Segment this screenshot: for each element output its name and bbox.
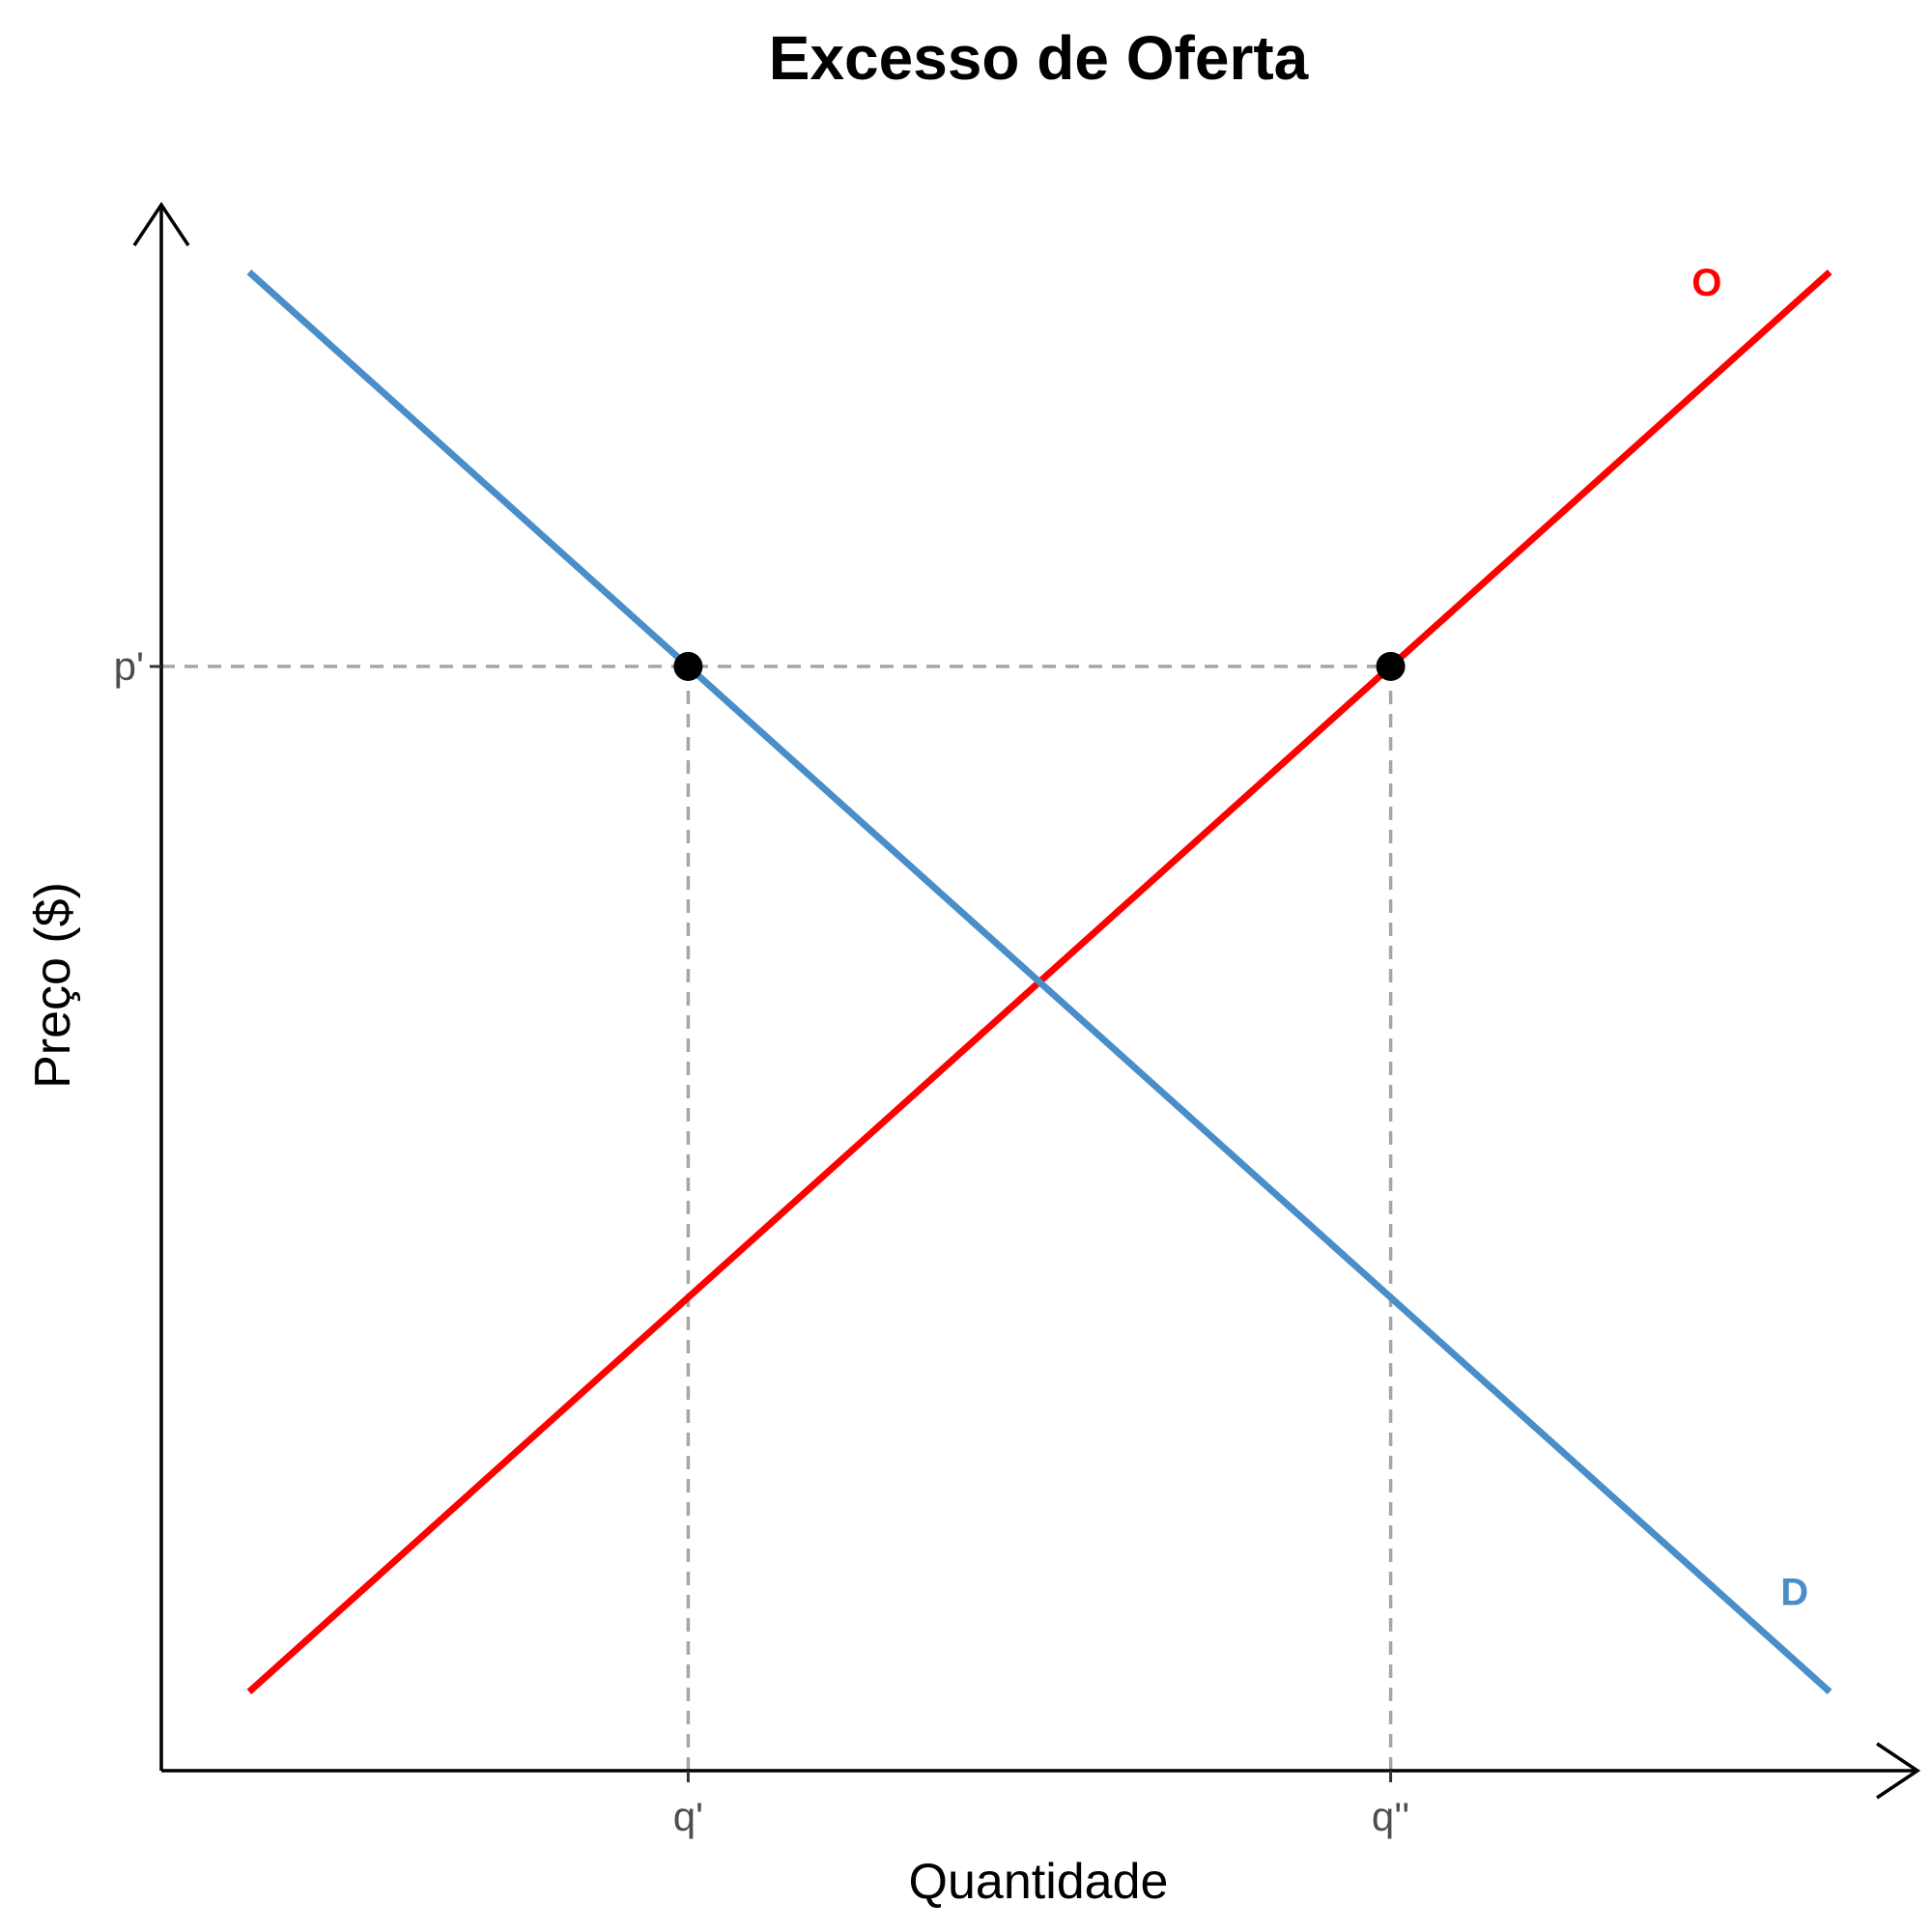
x-axis-arrow-icon — [1876, 1742, 1921, 1800]
curve-label-d: D — [1780, 1572, 1808, 1614]
chart-title: Excesso de Oferta — [769, 23, 1309, 93]
point-0 — [673, 651, 703, 681]
y-axis-arrow-icon — [132, 201, 190, 246]
curve-label-o: O — [1691, 262, 1721, 304]
y-axis-label: Preço ($) — [25, 882, 81, 1089]
x-tick-label-1: q'' — [1372, 1794, 1409, 1839]
x-tick-label-0: q' — [673, 1794, 703, 1839]
y-tick-label-0: p' — [114, 643, 144, 689]
curve-d — [246, 270, 1833, 1694]
plot-area: q' q'' p' O D — [114, 201, 1921, 1839]
x-axis-label: Quantidade — [909, 1854, 1169, 1910]
point-1 — [1376, 651, 1406, 681]
